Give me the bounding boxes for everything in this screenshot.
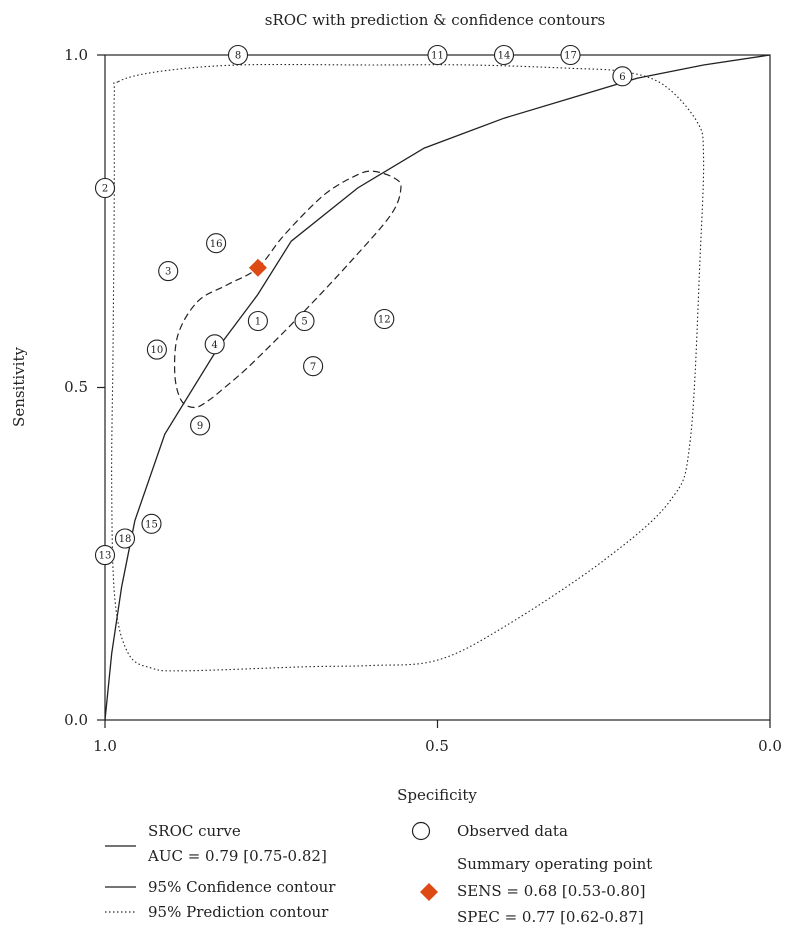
legend-summary-swatch xyxy=(420,883,438,901)
legend-auc-label: AUC = 0.79 [0.75-0.82] xyxy=(147,847,327,865)
study-point-marker xyxy=(247,310,268,332)
study-point-marker xyxy=(303,356,324,377)
legend-sens-label: SENS = 0.68 [0.53-0.80] xyxy=(457,882,645,900)
study-point-marker xyxy=(493,44,515,66)
study-point-label: 7 xyxy=(310,362,316,373)
study-point: 17 xyxy=(560,44,581,66)
study-point-marker xyxy=(427,44,448,66)
x-tick-label: 0.5 xyxy=(425,737,449,755)
legend-summary-label: Summary operating point xyxy=(457,855,652,873)
study-point-marker xyxy=(94,545,116,566)
study-point: 8 xyxy=(227,44,249,66)
study-point-marker xyxy=(294,310,315,332)
legend-observed-label: Observed data xyxy=(457,822,568,840)
x-tick-label: 0.0 xyxy=(758,737,782,755)
study-point: 18 xyxy=(114,528,136,549)
tick-marks xyxy=(97,54,771,728)
study-point-label: 6 xyxy=(619,72,625,83)
study-point-label: 10 xyxy=(151,345,164,356)
prediction-contour-layer xyxy=(111,63,705,672)
study-point-marker xyxy=(146,339,167,360)
legend-spec-label: SPEC = 0.77 [0.62-0.87] xyxy=(457,908,644,926)
summary-point-layer xyxy=(248,258,267,277)
study-point: 6 xyxy=(612,66,633,87)
study-point-marker xyxy=(206,233,227,254)
plot-frame xyxy=(104,54,771,721)
y-axis-title: Sensitivity xyxy=(10,347,28,427)
y-tick-label: 0.0 xyxy=(64,711,88,729)
study-point: 1 xyxy=(247,310,268,332)
prediction-contour xyxy=(111,63,705,672)
study-point: 15 xyxy=(141,513,162,534)
study-point: 3 xyxy=(158,261,179,282)
y-tick-labels: 0.0 0.5 1.0 xyxy=(64,46,88,729)
confidence-contour-layer xyxy=(173,170,402,409)
y-tick-label: 1.0 xyxy=(64,46,88,64)
chart-title: sROC with prediction & confidence contou… xyxy=(265,11,605,29)
study-point-label: 12 xyxy=(378,315,391,326)
study-point-label: 16 xyxy=(210,239,223,250)
legend-sroc-label: SROC curve xyxy=(148,822,241,840)
y-tick-label: 0.5 xyxy=(64,378,88,396)
study-point-marker xyxy=(374,308,395,330)
study-point-marker xyxy=(190,415,211,436)
study-point-label: 4 xyxy=(212,340,218,351)
study-point: 16 xyxy=(206,233,227,254)
study-point: 2 xyxy=(94,177,116,199)
study-point: 9 xyxy=(190,415,211,436)
legend-confidence-label: 95% Confidence contour xyxy=(148,878,336,896)
study-point-marker xyxy=(204,334,225,355)
study-point-label: 17 xyxy=(564,51,577,62)
study-point: 12 xyxy=(374,308,395,330)
legend: SROC curve AUC = 0.79 [0.75-0.82] 95% Co… xyxy=(105,821,652,926)
x-tick-label: 1.0 xyxy=(93,737,117,755)
study-point: 7 xyxy=(303,356,324,377)
study-point: 5 xyxy=(294,310,315,332)
study-point-label: 5 xyxy=(301,317,307,328)
study-point-label: 9 xyxy=(197,421,203,432)
study-point-label: 15 xyxy=(145,519,158,530)
study-point-marker xyxy=(141,513,162,534)
legend-observed-swatch xyxy=(411,821,431,841)
x-tick-labels: 1.0 0.5 0.0 xyxy=(93,737,782,755)
study-point-marker xyxy=(560,44,581,66)
summary-operating-point xyxy=(248,258,267,277)
legend-prediction-label: 95% Prediction contour xyxy=(148,903,329,921)
study-point-marker xyxy=(158,261,179,282)
study-point-label: 2 xyxy=(102,184,108,195)
study-point: 11 xyxy=(427,44,448,66)
study-point-marker xyxy=(94,177,116,199)
study-point-marker xyxy=(612,66,633,87)
sroc-curve xyxy=(104,54,771,721)
study-point-label: 13 xyxy=(99,551,112,562)
x-axis-title: Specificity xyxy=(397,786,477,804)
study-point-marker xyxy=(227,44,249,66)
study-point-label: 3 xyxy=(165,267,171,278)
confidence-contour xyxy=(173,170,402,409)
sroc-curve-layer xyxy=(104,54,771,721)
study-point: 4 xyxy=(204,334,225,355)
study-point: 14 xyxy=(493,44,515,66)
study-point-marker xyxy=(114,528,136,549)
study-point-label: 8 xyxy=(235,51,241,62)
study-point-label: 11 xyxy=(431,51,444,62)
study-point-label: 18 xyxy=(119,534,132,545)
study-point-label: 14 xyxy=(498,51,511,62)
study-point-label: 1 xyxy=(255,317,261,328)
study-point: 13 xyxy=(94,545,116,566)
study-point: 10 xyxy=(146,339,167,360)
